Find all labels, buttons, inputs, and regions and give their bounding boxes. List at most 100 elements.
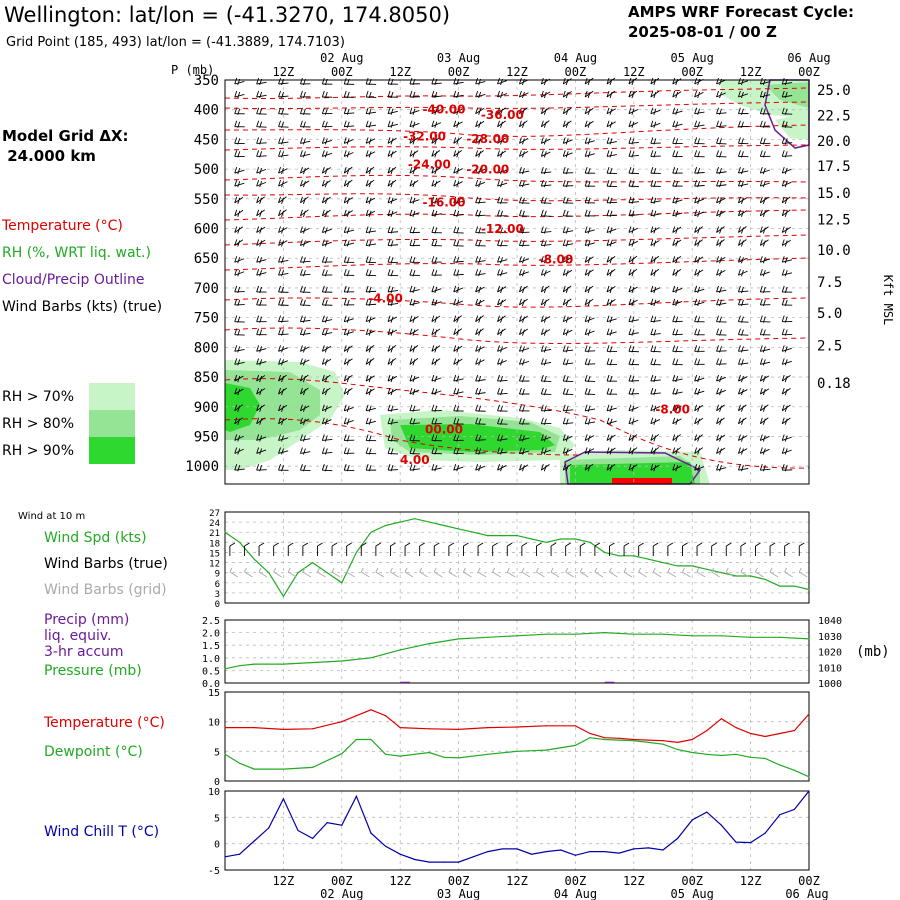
wind-barb-flag: [321, 447, 325, 454]
wind-chill-line-point: [487, 850, 489, 853]
wind-barb: [234, 90, 245, 99]
wind-barb-flag: [650, 417, 654, 424]
wind-barb: [759, 107, 771, 115]
wind-barb-flag: [565, 359, 569, 366]
wind-barb: [234, 196, 244, 204]
wind-barb-flag: [675, 375, 679, 383]
wind-barb-flag: [519, 179, 522, 187]
wind-barb-flag: [303, 388, 306, 396]
grid-wind-barb: [580, 571, 589, 578]
wind-barb-flag: [456, 405, 460, 412]
pressure-line-point: [516, 635, 518, 637]
dewpoint-line-point: [662, 743, 664, 745]
temperature-line-point: [677, 741, 679, 744]
wind-barb-flag: [456, 197, 460, 204]
wind-barb-flag: [741, 91, 744, 99]
wind-barb-flag: [390, 388, 394, 396]
wind-barb-flag: [256, 239, 260, 246]
wind-barb-flag: [324, 257, 328, 264]
y-tick-label: 27: [209, 509, 220, 519]
surface-wind-barb-flag: [390, 542, 396, 547]
wind-barb: [475, 196, 486, 204]
wind-barb-flag: [346, 418, 350, 425]
wind-barb-shaft: [322, 439, 333, 441]
wind-barb-flag: [784, 138, 788, 145]
dewpoint-line-point: [706, 753, 708, 755]
surface-wind-barb-flag: [288, 542, 294, 547]
wind-barb: [672, 269, 682, 277]
wind-barb: [650, 77, 660, 86]
time-tick-label-bottom: 00Z: [448, 874, 470, 888]
grid-wind-barb: [390, 571, 399, 578]
wind-chill-label: Wind Chill T (°C): [44, 824, 159, 840]
wind-barb: [321, 345, 332, 353]
wind-barb-flag: [497, 226, 500, 233]
wind-barb-shaft: [585, 363, 596, 365]
wind-barb-flag: [278, 285, 281, 293]
surface-wind-barb-flag: [258, 542, 265, 547]
wind-chill-line-point: [560, 849, 562, 851]
wind-barb-shaft: [278, 95, 289, 98]
surface-wind-barb-flag: [740, 542, 747, 547]
wind-barb: [409, 285, 420, 294]
wind-barb: [256, 196, 265, 204]
wind-barb-flag: [456, 210, 460, 217]
wind-barb: [562, 209, 574, 217]
wind-barb-flag: [365, 107, 369, 114]
wind-barb-flag: [540, 434, 544, 441]
grid-wind-barb: [317, 571, 326, 578]
wind-barb-shaft: [322, 452, 333, 454]
wind-barb-flag: [540, 285, 544, 293]
wind-barb: [256, 179, 267, 188]
wind-chill-line-point: [312, 837, 314, 840]
wind-barb: [672, 137, 683, 145]
wind-barb-flag: [475, 166, 479, 174]
wind-barb: [628, 285, 638, 294]
wind-barb: [431, 256, 442, 264]
wind-barb-shaft: [694, 211, 705, 217]
wind-barb-flag: [234, 137, 238, 144]
wind-barb: [672, 434, 681, 442]
wind-barb: [409, 107, 420, 115]
wind-barb: [409, 434, 420, 442]
wind-chill-line-point: [370, 832, 372, 834]
wind-barb-shaft: [672, 212, 683, 217]
wind-barb: [781, 447, 792, 455]
wind-barb: [234, 417, 243, 425]
wind-barb: [343, 196, 353, 204]
wind-barb-flag: [697, 286, 701, 294]
wind-barb-flag: [562, 179, 566, 187]
wind-barb-flag: [453, 107, 457, 114]
wind-barb: [738, 447, 748, 455]
wind-barb-flag: [256, 269, 260, 276]
wind-barb: [497, 179, 508, 188]
wind-barb-flag: [587, 286, 591, 294]
wind-barb: [409, 464, 420, 472]
wind-barb-flag: [609, 197, 613, 204]
wind-barb: [497, 387, 508, 396]
wind-barb-flag: [324, 388, 328, 396]
wind-barb-flag: [716, 374, 719, 382]
surface-wind-barb-flag: [653, 542, 659, 547]
wind-barb: [409, 345, 419, 353]
wind-barb-flag: [694, 404, 698, 411]
wind-barb-flag: [409, 239, 413, 246]
wind-barb-flag: [781, 447, 785, 454]
wind-barb-shaft: [431, 288, 442, 293]
wind-barb-flag: [781, 256, 785, 263]
wind-barb: [519, 226, 530, 234]
wind-barb-flag: [675, 435, 679, 442]
wind-barb-flag: [412, 167, 416, 175]
wind-barb: [321, 196, 331, 204]
y-tick-label: 15: [208, 688, 220, 699]
panel-frame: [224, 790, 810, 871]
wind-barb-flag: [321, 107, 325, 114]
wind-barb-flag: [478, 316, 482, 323]
temperature-contour-label: -28.00: [466, 132, 509, 146]
wind-barb: [256, 285, 267, 294]
wind-barb: [519, 179, 530, 188]
wind-barb-flag: [324, 227, 328, 234]
wind-barb-flag: [631, 359, 635, 366]
wind-speed-line-point: [428, 521, 430, 523]
wind-barb: [387, 269, 399, 277]
